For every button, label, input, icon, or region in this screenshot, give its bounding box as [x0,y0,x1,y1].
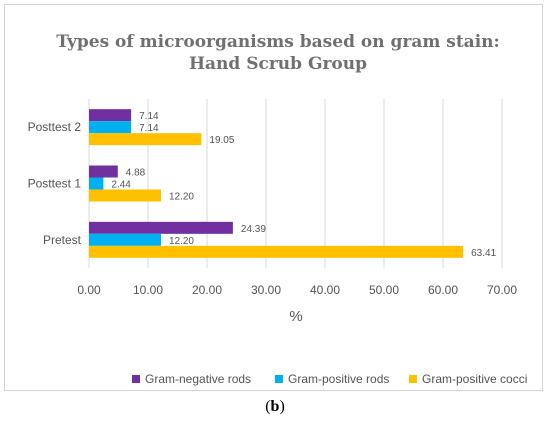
bar [89,133,202,146]
bar [89,245,464,258]
bar [89,233,161,246]
x-tick-label: 0.00 [77,283,101,297]
data-label: 24.39 [241,224,266,235]
caption-close: ) [279,398,285,415]
x-tick-labels: 0.00 10.00 20.00 30.00 40.00 50.00 60.00 70.00 [77,283,517,297]
bar [89,109,132,122]
chart-title-line-1: Types of microorganisms based on gram st… [56,32,500,52]
legend-swatch [275,375,283,383]
bar [89,177,104,190]
caption-open: ( [265,398,271,415]
legend: Gram-negative rods Gram-positive rods Gram… [132,372,527,386]
chart-frame: Types of microorganisms based on gram st… [4,4,543,391]
bar [89,189,161,202]
category-label: Pretest [43,233,82,247]
legend-label: Gram-positive cocci [422,372,527,386]
legend-swatch [409,375,417,383]
x-tick-label: 20.00 [192,283,222,297]
legend-swatch [132,375,140,383]
category-label: Posttest 1 [28,177,82,191]
bar [89,165,118,178]
x-tick-label: 30.00 [251,283,281,297]
data-label: 19.05 [209,135,234,146]
bar [89,121,132,134]
bar [89,221,233,234]
x-tick-label: 60.00 [428,283,458,297]
x-tick-label: 50.00 [369,283,399,297]
data-label: 63.41 [471,248,496,259]
x-tick-label: 70.00 [487,283,517,297]
bars: 24.39 12.20 63.41 4.882.44 12.20 7.147.14 19.0… [89,109,497,259]
data-label: 4.88 [126,168,146,179]
data-label: 12.20 [169,236,194,247]
category-label: Posttest 2 [28,120,82,134]
x-tick-label: 40.00 [310,283,340,297]
data-label: 2.44 [111,180,131,191]
gridlines [88,99,503,268]
figure-caption: (b) [0,398,550,416]
legend-label: Gram-positive rods [288,372,389,386]
x-axis-title: % [289,308,302,325]
data-label: 7.14 [139,111,159,122]
data-label: 7.14 [139,123,159,134]
data-label: 12.20 [169,192,194,203]
bar-chart: Types of microorganisms based on gram st… [28,32,528,386]
category-labels: Pretest Posttest 1 Posttest 2 [28,120,82,247]
x-tick-label: 10.00 [133,283,163,297]
caption-letter: b [270,398,280,415]
legend-label: Gram-negative rods [145,372,251,386]
chart-title-line-2: Hand Scrub Group [189,54,367,74]
